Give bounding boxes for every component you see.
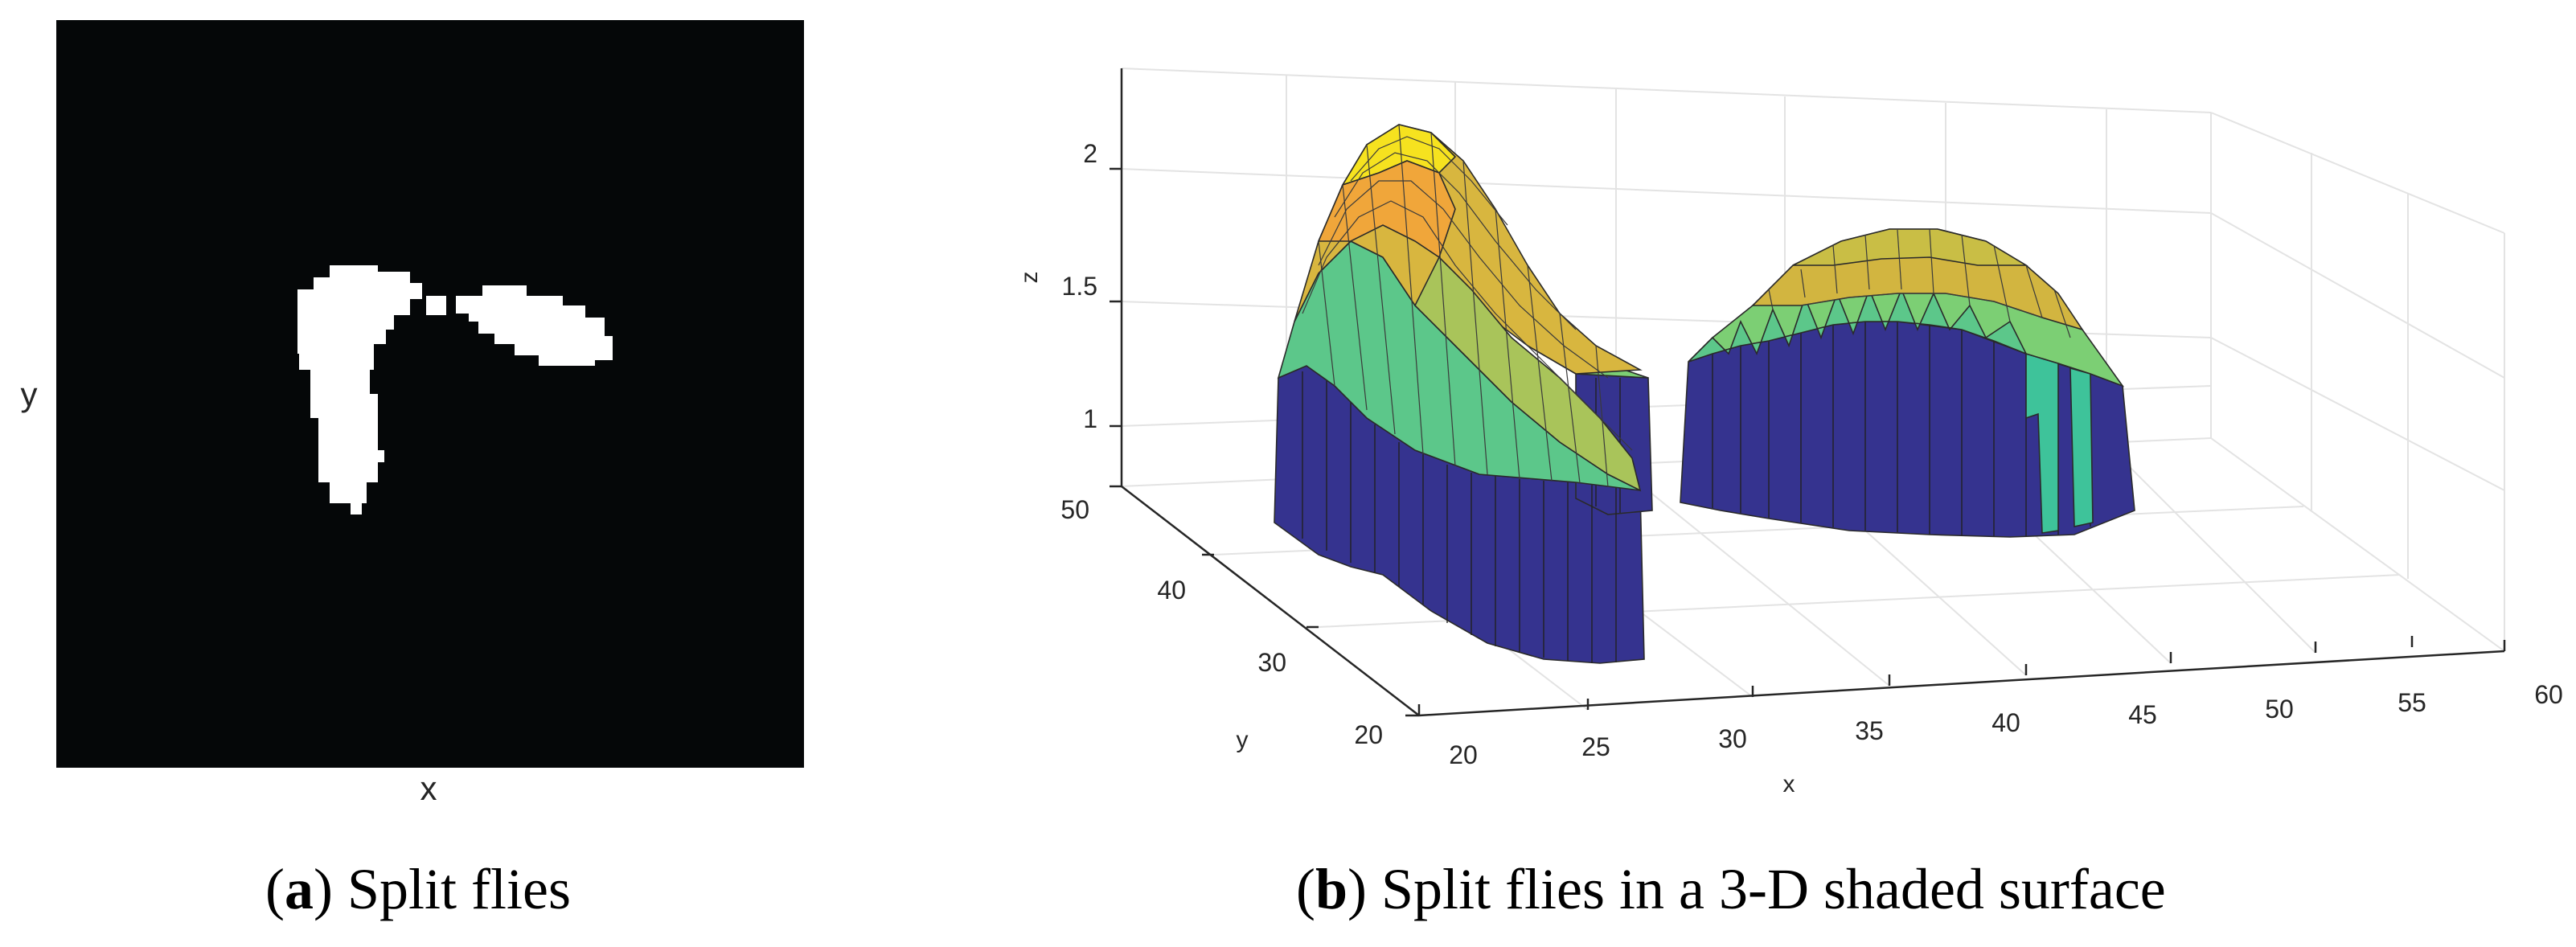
y-axis-label: y: [1237, 727, 1249, 753]
z-tick-labels: 2 1.5 1: [1062, 139, 1097, 433]
caption-b-text: Split flies in a 3-D shaded surface: [1381, 857, 2166, 921]
y-tick-label: 20: [1354, 720, 1383, 749]
x-axis-label: x: [1783, 771, 1795, 797]
caption-a-text: Split flies: [347, 857, 571, 921]
axes: [1110, 68, 2506, 717]
panel-a-xlabel: x: [420, 769, 437, 807]
x-tick-labels: 20 25 30 35 40 45 50 55 60: [1449, 680, 2563, 769]
z-tick-label: 1.5: [1062, 272, 1097, 301]
x-tick-label: 50: [2265, 695, 2294, 724]
caption-b: (b) Split flies in a 3-D shaded surface: [1296, 857, 2166, 921]
left-fly-surface: [1274, 124, 1653, 664]
z-axis-label: z: [1016, 272, 1043, 284]
x-tick-label: 60: [2534, 680, 2563, 709]
x-tick-label: 35: [1855, 716, 1884, 745]
y-tick-label: 30: [1257, 648, 1286, 677]
left-fly-blob: [297, 265, 422, 514]
caption-a: (a) Split flies: [265, 857, 571, 921]
x-tick-label: 40: [1991, 708, 2020, 737]
left-fly-front-slope: [1414, 256, 1642, 492]
x-tick-label: 55: [2398, 688, 2426, 717]
right-fly-surface: [1680, 228, 2135, 538]
panel-b: 2 1.5 1 50 40 30 20 20 25 30 35 40 45 50…: [1016, 68, 2563, 797]
right-fly-zigzag: [1688, 287, 2028, 363]
panel-a: y x: [21, 20, 804, 807]
left-fly-wing-tip: [426, 296, 446, 315]
x-tick-label: 25: [1581, 732, 1610, 761]
panel-a-ylabel: y: [21, 375, 38, 413]
caption-b-letter: b: [1315, 857, 1348, 921]
caption-a-letter: a: [284, 857, 314, 921]
x-tick-label: 30: [1718, 724, 1747, 753]
y-tick-labels: 50 40 30 20: [1060, 495, 1383, 749]
y-axis-line: [1121, 486, 1420, 716]
y-tick-label: 40: [1157, 576, 1186, 605]
x-axis-line: [1418, 650, 2505, 717]
right-fly-blob: [456, 285, 613, 366]
z-tick-label: 1: [1083, 404, 1097, 433]
right-fly-wall-patch-2: [2069, 367, 2094, 527]
z-tick-label: 2: [1083, 139, 1097, 168]
x-tick-label: 20: [1449, 740, 1478, 769]
y-tick-label: 50: [1060, 495, 1089, 524]
binary-image: [56, 20, 804, 768]
x-tick-label: 45: [2128, 700, 2157, 729]
